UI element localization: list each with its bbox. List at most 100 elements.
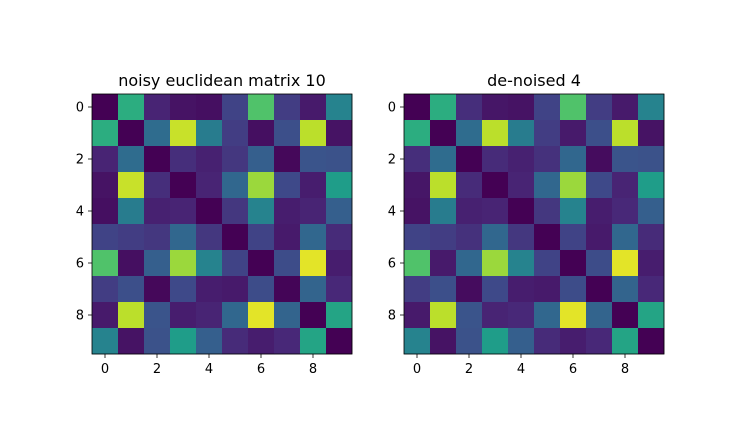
heatmap-cell <box>482 250 509 277</box>
heatmap-cell <box>508 198 535 225</box>
y-tick-label: 0 <box>388 101 396 116</box>
heatmap-cell <box>300 120 327 147</box>
heatmap-cell <box>534 276 561 303</box>
heatmap-cell <box>274 172 301 199</box>
heatmap-cell <box>638 276 665 303</box>
heatmap-cell <box>586 94 613 121</box>
heatmap-cell <box>196 146 223 173</box>
x-tick-label: 0 <box>413 362 421 377</box>
heatmap-cell <box>300 250 327 277</box>
plot-frame <box>403 93 665 355</box>
heatmap-cell <box>92 250 119 277</box>
heatmap-cell <box>170 250 197 277</box>
heatmap-cell <box>482 276 509 303</box>
heatmap-cell <box>144 146 171 173</box>
heatmap-cell <box>430 250 457 277</box>
heatmap-cell <box>300 276 327 303</box>
heatmap-cell <box>404 198 431 225</box>
heatmap-cell <box>196 120 223 147</box>
heatmap-cell <box>274 146 301 173</box>
heatmap-cell <box>612 94 639 121</box>
heatmap-cell <box>144 120 171 147</box>
heatmap-cell <box>92 146 119 173</box>
heatmap-cell <box>430 94 457 121</box>
heatmap-cell <box>508 224 535 251</box>
heatmap-cell <box>612 198 639 225</box>
heatmap-cell <box>118 172 145 199</box>
heatmap-cell <box>586 224 613 251</box>
heatmap-cell <box>638 94 665 121</box>
heatmap-cell <box>612 120 639 147</box>
heatmap-cell <box>508 94 535 121</box>
heatmap-cell <box>118 328 145 355</box>
heatmap-cell <box>482 94 509 121</box>
heatmap-cell <box>248 94 275 121</box>
y-tick-label: 2 <box>76 153 84 168</box>
heatmap-cell <box>274 94 301 121</box>
heatmap-cell <box>404 250 431 277</box>
heatmap-cell <box>638 224 665 251</box>
heatmap-cell <box>534 250 561 277</box>
heatmap-cell <box>612 276 639 303</box>
heatmap-cell <box>144 276 171 303</box>
heatmap-cell <box>612 250 639 277</box>
heatmap-cell <box>118 198 145 225</box>
heatmap-cell <box>638 120 665 147</box>
heatmap-cell <box>560 198 587 225</box>
heatmap-cell <box>196 302 223 329</box>
heatmap-cell <box>430 120 457 147</box>
heatmap-cell <box>170 224 197 251</box>
heatmap-cell <box>430 198 457 225</box>
heatmap-cell <box>92 328 119 355</box>
heatmap-cell <box>456 302 483 329</box>
heatmap-cell <box>248 276 275 303</box>
heatmap-cell <box>248 250 275 277</box>
heatmap-cell <box>144 172 171 199</box>
heatmap-cell <box>118 224 145 251</box>
heatmap-cell <box>404 120 431 147</box>
heatmap-cell <box>118 250 145 277</box>
heatmap-cell <box>274 120 301 147</box>
heatmap-panel-denoised: de-noised 4 0 2 4 6 8 0 2 4 6 8 <box>388 71 665 377</box>
heatmap-cell <box>456 276 483 303</box>
heatmap-cell <box>534 94 561 121</box>
heatmap-cell <box>300 328 327 355</box>
heatmap-cell <box>404 224 431 251</box>
heatmap-cell <box>560 250 587 277</box>
y-tick-label: 4 <box>388 205 396 220</box>
heatmap-cell <box>560 172 587 199</box>
heatmap-cell <box>482 172 509 199</box>
heatmap-ticks-noisy: 0 2 4 6 8 0 2 4 6 8 <box>76 101 317 378</box>
heatmap-cell <box>430 276 457 303</box>
y-tick-label: 0 <box>76 101 84 116</box>
heatmap-cells-noisy <box>92 94 353 355</box>
heatmap-cell <box>586 172 613 199</box>
heatmap-cell <box>482 328 509 355</box>
heatmap-cell <box>144 328 171 355</box>
heatmap-cell <box>404 276 431 303</box>
heatmap-cell <box>404 94 431 121</box>
heatmap-title-noisy: noisy euclidean matrix 10 <box>118 71 326 90</box>
heatmap-cell <box>170 302 197 329</box>
heatmap-cell <box>300 146 327 173</box>
heatmap-cell <box>612 328 639 355</box>
heatmap-cell <box>508 276 535 303</box>
heatmap-cell <box>456 146 483 173</box>
x-tick-label: 4 <box>517 362 525 377</box>
heatmap-cell <box>248 146 275 173</box>
heatmap-cell <box>92 120 119 147</box>
heatmap-cell <box>482 120 509 147</box>
heatmap-cell <box>144 198 171 225</box>
y-tick-label: 4 <box>76 205 84 220</box>
heatmap-panel-noisy: noisy euclidean matrix 10 0 2 4 6 8 0 2 4 6 8 <box>76 71 353 377</box>
heatmap-cell <box>638 250 665 277</box>
heatmap-cell <box>430 302 457 329</box>
heatmap-cell <box>222 250 249 277</box>
heatmap-cell <box>586 302 613 329</box>
heatmap-cell <box>222 276 249 303</box>
heatmap-cell <box>248 328 275 355</box>
heatmap-cell <box>482 224 509 251</box>
heatmap-cell <box>248 224 275 251</box>
heatmap-cell <box>274 302 301 329</box>
heatmap-cell <box>404 328 431 355</box>
